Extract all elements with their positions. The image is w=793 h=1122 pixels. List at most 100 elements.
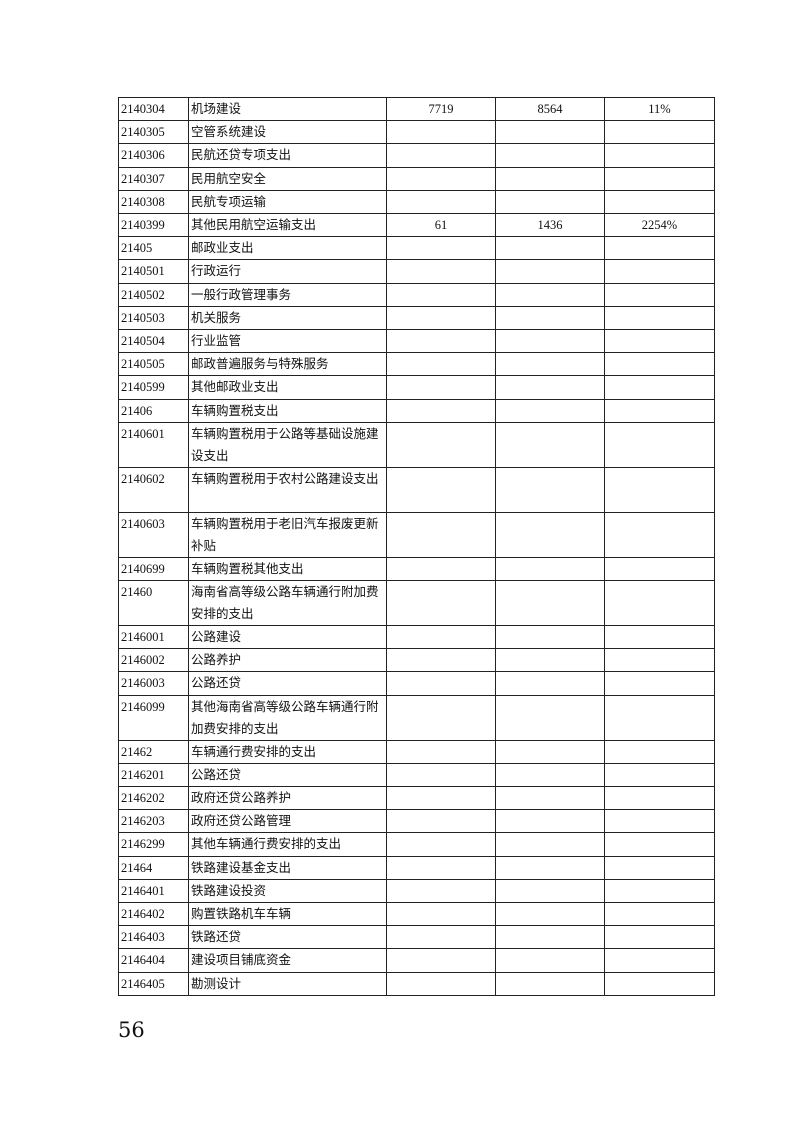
row-value-2	[495, 352, 605, 377]
row-percent	[604, 786, 715, 811]
table-row: 2146203 政府还贷公路管理	[118, 809, 715, 834]
row-code: 2146202	[118, 786, 189, 811]
row-percent	[604, 625, 715, 650]
row-code: 2146404	[118, 948, 189, 973]
table-row: 2146404 建设项目铺底资金	[118, 948, 715, 973]
row-value-2	[495, 625, 605, 650]
row-value-1: 61	[386, 213, 496, 238]
row-value-2	[495, 556, 605, 582]
table-row: 2146003 公路还贷	[118, 671, 715, 696]
row-percent	[604, 329, 715, 354]
row-value-2	[495, 855, 605, 880]
row-name: 车辆购置税用于老旧汽车报废更新补贴	[188, 511, 387, 558]
row-percent	[604, 694, 715, 741]
row-percent	[604, 236, 715, 261]
row-value-1	[386, 305, 496, 331]
table-row: 2146403 铁路还贷	[118, 925, 715, 950]
row-percent	[604, 166, 715, 191]
row-value-2	[495, 971, 605, 996]
row-value-2	[495, 421, 605, 468]
table-row: 2140501 行政运行	[118, 259, 715, 284]
row-percent	[604, 282, 715, 307]
row-percent	[604, 925, 715, 950]
row-code: 21462	[118, 739, 189, 764]
row-percent: 2254%	[604, 213, 715, 238]
table-row: 2146402 购置铁路机车车辆	[118, 902, 715, 927]
row-code: 2146099	[118, 694, 189, 741]
row-name: 机场建设	[188, 96, 387, 122]
row-value-2	[495, 948, 605, 973]
row-name: 铁路建设投资	[188, 878, 387, 904]
row-code: 2140304	[118, 96, 189, 122]
row-name: 其他邮政业支出	[188, 375, 387, 400]
row-code: 2140399	[118, 213, 189, 238]
row-value-2	[495, 809, 605, 834]
row-value-2	[495, 236, 605, 261]
row-value-1	[386, 511, 496, 558]
table-row: 2140502 一般行政管理事务	[118, 282, 715, 307]
row-value-1	[386, 832, 496, 857]
table-row: 21406 车辆购置税支出	[118, 398, 715, 423]
row-code: 2140308	[118, 189, 189, 215]
row-name: 车辆购置税支出	[188, 398, 387, 423]
row-percent	[604, 305, 715, 331]
row-value-1	[386, 120, 496, 145]
row-code: 21405	[118, 236, 189, 261]
table-row: 2146001 公路建设	[118, 625, 715, 650]
row-name: 铁路建设基金支出	[188, 855, 387, 880]
row-name: 机关服务	[188, 305, 387, 331]
row-value-1	[386, 580, 496, 627]
row-name: 车辆购置税其他支出	[188, 556, 387, 582]
row-code: 2146003	[118, 671, 189, 696]
row-code: 2140504	[118, 329, 189, 354]
row-name: 政府还贷公路养护	[188, 786, 387, 811]
row-name: 民用航空安全	[188, 166, 387, 191]
row-percent	[604, 580, 715, 627]
row-value-2	[495, 329, 605, 354]
row-name: 公路养护	[188, 648, 387, 673]
row-name: 公路建设	[188, 625, 387, 650]
row-percent	[604, 120, 715, 145]
row-code: 2140502	[118, 282, 189, 307]
row-value-2	[495, 648, 605, 673]
row-value-2	[495, 832, 605, 857]
table-row: 2146401 铁路建设投资	[118, 878, 715, 904]
table-row: 2140305 空管系统建设	[118, 120, 715, 145]
table-row: 2140602 车辆购置税用于农村公路建设支出	[118, 466, 715, 513]
table-row: 2140504 行业监管	[118, 329, 715, 354]
row-name: 其他海南省高等级公路车辆通行附加费安排的支出	[188, 694, 387, 741]
row-name: 政府还贷公路管理	[188, 809, 387, 834]
row-percent	[604, 671, 715, 696]
row-value-2	[495, 671, 605, 696]
table-row: 21460 海南省高等级公路车辆通行附加费安排的支出	[118, 580, 715, 627]
row-name: 其他车辆通行费安排的支出	[188, 832, 387, 857]
row-name: 行业监管	[188, 329, 387, 354]
row-code: 2146299	[118, 832, 189, 857]
table-row: 2140699 车辆购置税其他支出	[118, 556, 715, 582]
row-percent	[604, 809, 715, 834]
row-value-1	[386, 189, 496, 215]
row-value-2	[495, 166, 605, 191]
table-row: 2140399 其他民用航空运输支出 61 1436 2254%	[118, 213, 715, 238]
row-code: 2146001	[118, 625, 189, 650]
row-name: 行政运行	[188, 259, 387, 284]
row-code: 2146405	[118, 971, 189, 996]
row-value-1	[386, 762, 496, 788]
row-code: 2146203	[118, 809, 189, 834]
row-name: 公路还贷	[188, 671, 387, 696]
row-value-1	[386, 421, 496, 468]
row-code: 2140602	[118, 466, 189, 513]
row-value-1	[386, 694, 496, 741]
row-name: 车辆购置税用于农村公路建设支出	[188, 466, 387, 513]
row-percent: 11%	[604, 96, 715, 122]
row-percent	[604, 189, 715, 215]
row-value-1	[386, 625, 496, 650]
row-name: 一般行政管理事务	[188, 282, 387, 307]
table-row: 2140304 机场建设 7719 8564 11%	[118, 96, 715, 122]
row-percent	[604, 556, 715, 582]
row-code: 2146002	[118, 648, 189, 673]
table-row: 2140599 其他邮政业支出	[118, 375, 715, 400]
row-value-1	[386, 855, 496, 880]
row-percent	[604, 648, 715, 673]
row-code: 2140505	[118, 352, 189, 377]
